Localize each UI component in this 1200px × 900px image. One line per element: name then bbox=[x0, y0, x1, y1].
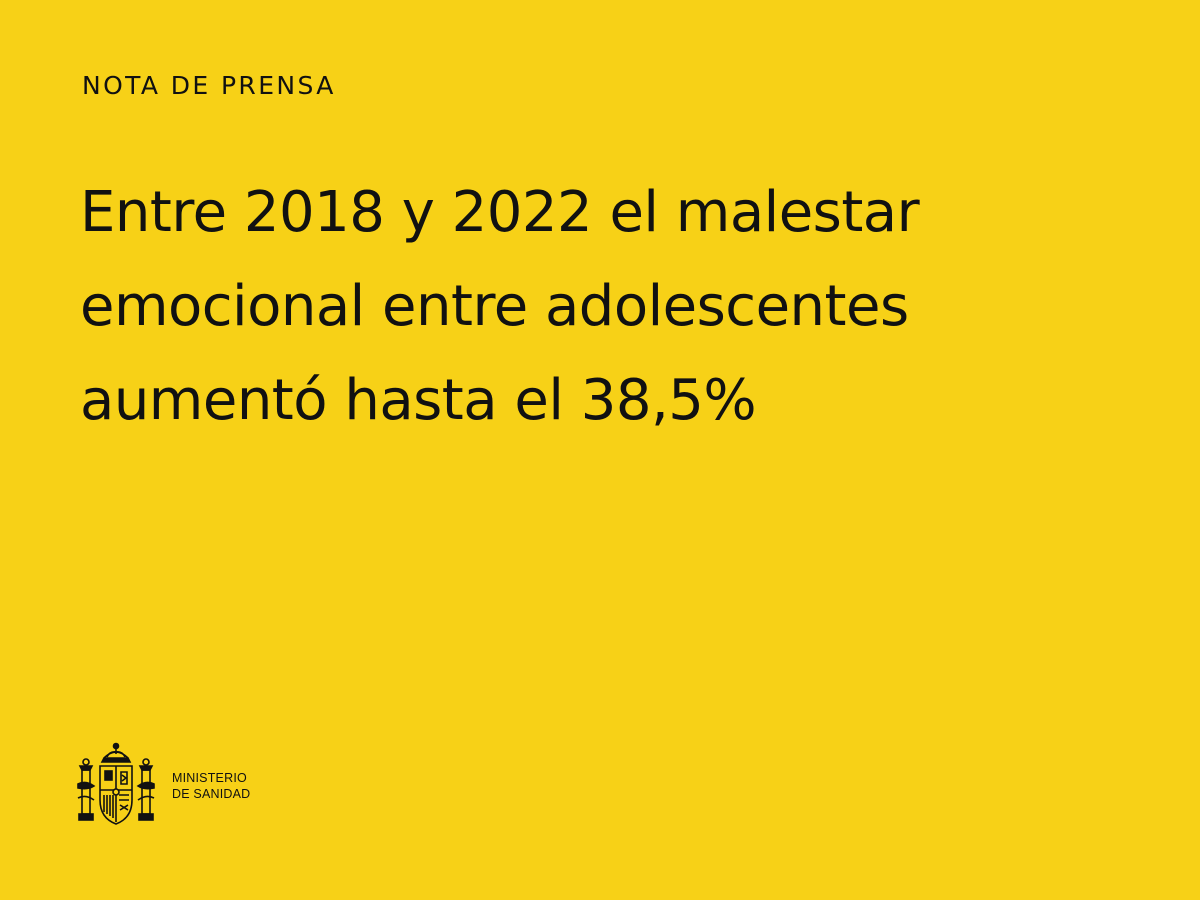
headline-line: Entre 2018 y 2022 el malestar bbox=[80, 180, 920, 245]
ministry-logo: MINISTERIO DE SANIDAD bbox=[74, 740, 250, 832]
ministry-name: MINISTERIO DE SANIDAD bbox=[172, 770, 250, 802]
headline: Entre 2018 y 2022 el malestar emocional … bbox=[80, 166, 1120, 448]
headline-line: emocional entre adolescentes bbox=[80, 274, 909, 339]
ministry-name-line: MINISTERIO bbox=[172, 771, 247, 785]
ministry-name-line: DE SANIDAD bbox=[172, 787, 251, 801]
headline-line: aumentó hasta el 38,5% bbox=[80, 368, 757, 433]
coat-of-arms-icon bbox=[77, 742, 155, 825]
section-label: NOTA DE PRENSA bbox=[82, 71, 336, 100]
